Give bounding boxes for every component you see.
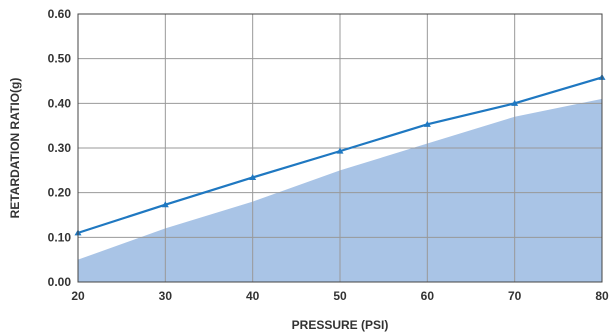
y-tick-label: 0.40 — [48, 96, 72, 110]
y-tick-label: 0.50 — [48, 52, 72, 66]
x-tick-label: 80 — [595, 289, 609, 303]
x-tick-label: 70 — [508, 289, 522, 303]
y-axis-label: RETARDATION RATIO(g) — [8, 78, 22, 219]
y-tick-label: 0.60 — [48, 7, 72, 21]
data-point-marker — [249, 173, 257, 180]
y-tick-label: 0.00 — [48, 275, 72, 289]
x-tick-label: 30 — [159, 289, 173, 303]
grid-layer — [78, 14, 602, 282]
x-tick-label: 20 — [71, 289, 85, 303]
x-axis-label: PRESSURE (PSI) — [292, 318, 389, 332]
y-tick-label: 0.30 — [48, 141, 72, 155]
data-point-marker — [161, 201, 169, 208]
tick-layer: 20 30 40 50 60 70 80 0.00 0.10 0.20 0.30 0.40 0.50 0.… — [48, 7, 609, 303]
x-tick-label: 40 — [246, 289, 260, 303]
data-point-marker — [336, 147, 344, 154]
data-point-marker — [511, 99, 519, 106]
x-tick-label: 60 — [421, 289, 435, 303]
x-tick-label: 50 — [333, 289, 347, 303]
y-tick-label: 0.20 — [48, 186, 72, 200]
y-tick-label: 0.10 — [48, 230, 72, 244]
data-point-marker — [423, 120, 431, 127]
plot-frame — [77, 13, 603, 283]
